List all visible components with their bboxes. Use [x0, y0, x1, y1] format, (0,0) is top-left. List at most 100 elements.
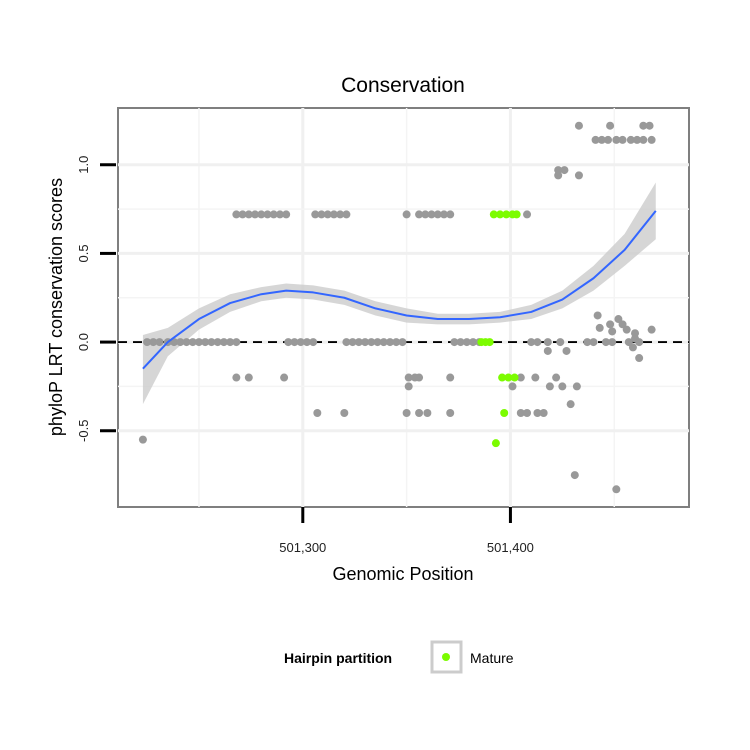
data-point: [462, 338, 471, 347]
data-point: [188, 338, 197, 347]
data-point: [612, 135, 621, 144]
data-point: [560, 166, 569, 175]
data-point: [531, 373, 540, 382]
data-point: [415, 373, 424, 382]
data-point: [226, 338, 235, 347]
data-point: [633, 135, 642, 144]
data-point: [201, 338, 210, 347]
data-point: [336, 210, 345, 219]
data-point: [309, 338, 318, 347]
data-point: [446, 409, 455, 418]
data-point: [238, 210, 247, 219]
legend-title: Hairpin partition: [284, 650, 392, 666]
data-point: [340, 409, 349, 418]
data-point: [176, 338, 185, 347]
data-point: [589, 338, 598, 347]
mature-point: [496, 210, 505, 219]
data-point: [597, 135, 606, 144]
data-point: [595, 323, 604, 332]
mature-point: [485, 338, 494, 347]
confidence-band-layer: [142, 182, 656, 405]
mature-point: [502, 210, 511, 219]
data-point: [348, 338, 357, 347]
data-point: [583, 338, 592, 347]
mature-point: [489, 210, 498, 219]
data-point: [404, 373, 413, 382]
data-point: [213, 338, 222, 347]
data-point: [433, 210, 442, 219]
data-point: [244, 373, 253, 382]
data-point: [373, 338, 382, 347]
data-point: [149, 338, 158, 347]
data-point: [635, 338, 644, 347]
data-point: [562, 346, 571, 355]
data-point: [604, 135, 613, 144]
data-point: [342, 338, 351, 347]
data-point: [282, 210, 291, 219]
data-point: [296, 338, 305, 347]
data-point: [284, 338, 293, 347]
data-point: [606, 121, 615, 130]
data-point: [182, 338, 191, 347]
confidence-band: [142, 182, 656, 405]
mature-point: [500, 409, 509, 418]
mature-point: [491, 439, 500, 448]
data-point: [612, 485, 621, 494]
data-point: [543, 346, 552, 355]
smooth-line-layer: [142, 210, 657, 370]
data-point: [606, 320, 615, 329]
data-point: [558, 382, 567, 391]
data-point: [574, 171, 583, 180]
data-point: [626, 135, 635, 144]
data-point: [263, 210, 272, 219]
data-point: [566, 400, 575, 409]
y-tick-label: -0.5: [76, 420, 91, 442]
data-point: [533, 409, 542, 418]
data-point: [552, 373, 561, 382]
data-point: [386, 338, 395, 347]
data-point: [647, 325, 656, 334]
mature-point: [504, 373, 513, 382]
data-point: [415, 210, 424, 219]
data-point: [570, 471, 579, 480]
data-point: [367, 338, 376, 347]
data-point: [317, 210, 326, 219]
data-point: [533, 338, 542, 347]
x-axis-title: Genomic Position: [332, 564, 473, 584]
x-tick-label: 501,400: [487, 540, 534, 555]
data-point: [342, 210, 351, 219]
data-point: [608, 327, 617, 336]
data-point: [361, 338, 370, 347]
data-point: [302, 338, 311, 347]
data-point: [608, 338, 617, 347]
data-point: [572, 382, 581, 391]
data-point: [545, 382, 554, 391]
data-point: [556, 338, 565, 347]
data-point: [574, 121, 583, 130]
mature-point: [510, 373, 519, 382]
legend: Hairpin partition Mature: [284, 640, 514, 674]
data-point: [516, 409, 525, 418]
data-point: [280, 373, 289, 382]
y-axis: -0.5 0.0 0.5 1.0: [76, 156, 116, 442]
y-axis-title: phyloP LRT conservation scores: [46, 178, 66, 436]
data-point: [323, 210, 332, 219]
data-point: [554, 171, 563, 180]
data-point: [379, 338, 388, 347]
data-point: [622, 325, 631, 334]
data-point: [329, 210, 338, 219]
data-point: [639, 135, 648, 144]
data-point: [207, 338, 216, 347]
data-point: [543, 338, 552, 347]
data-point: [392, 338, 401, 347]
smooth-trend-line: [142, 210, 657, 370]
data-point: [138, 435, 147, 444]
data-point: [539, 409, 548, 418]
y-tick-label: 0.0: [76, 333, 91, 351]
data-point: [194, 338, 203, 347]
data-point: [398, 338, 407, 347]
data-point: [415, 409, 424, 418]
data-point: [244, 210, 253, 219]
data-point: [219, 338, 228, 347]
mature-point: [512, 210, 521, 219]
